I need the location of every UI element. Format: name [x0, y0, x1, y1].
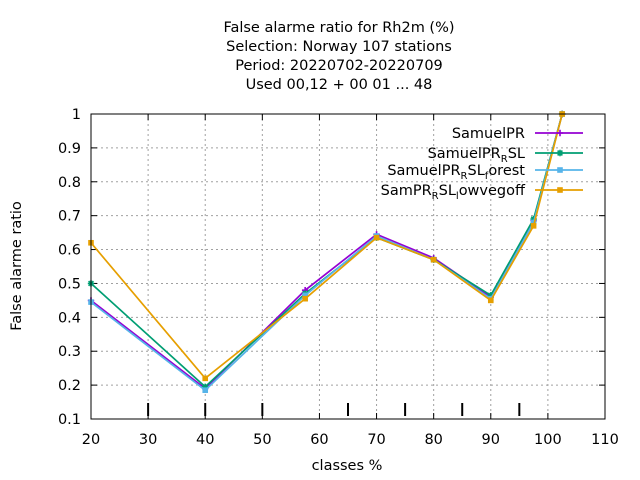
y-tick-label: 0.5 [58, 276, 81, 292]
series-point [202, 383, 209, 391]
x-tick-label: 20 [82, 432, 100, 448]
y-tick-label: 0.3 [58, 344, 81, 360]
series-point [556, 149, 564, 157]
legend-entry-2: SamuelPRRSL [428, 146, 583, 165]
y-tick-label: 0.7 [58, 209, 81, 225]
legend-label: SamPRRSLlowvegoff [381, 183, 526, 202]
title-line-1: False alarme ratio for Rh2m (%) [223, 20, 454, 36]
legend-label: SamuelPR [452, 126, 525, 142]
plot-frame [90, 113, 606, 420]
y-tick-label: 0.2 [58, 378, 81, 394]
x-tick-label: 80 [424, 432, 442, 448]
x-tick-label: 70 [367, 432, 385, 448]
series-line [90, 113, 564, 380]
series-point [556, 129, 564, 137]
legend-label: SamuelPRRSL [428, 146, 525, 165]
legend-label: SamuelPRRSLforest [387, 163, 525, 182]
x-tick-label: 30 [139, 432, 157, 448]
series-point [302, 292, 308, 299]
y-axis-ticks: 0.1 0.2 0.3 0.4 0.5 0.6 0.7 0.8 0.9 1 [58, 107, 605, 428]
y-tick-label: 0.1 [58, 412, 81, 428]
legend-entry-3: SamuelPRRSLforest [387, 163, 583, 182]
series [87, 110, 566, 393]
y-tick-label: 0.6 [58, 243, 81, 259]
title-line-3: Period: 20220702-20220709 [235, 58, 443, 74]
y-tick-label: 0.4 [58, 310, 81, 326]
grid [91, 114, 605, 419]
x-axis-ticks: 20 30 40 50 60 70 80 90 100 110 [82, 114, 619, 448]
series-point [557, 167, 563, 173]
x-tick-label: 100 [534, 432, 562, 448]
title-line-4: Used 00,12 + 00 01 ... 48 [246, 77, 433, 93]
x-tick-label: 40 [196, 432, 214, 448]
series-point [302, 295, 308, 302]
x-tick-label: 90 [482, 432, 500, 448]
class-markers [147, 403, 521, 416]
series-point [487, 292, 494, 299]
chart-title: False alarme ratio for Rh2m (%) Selectio… [223, 20, 454, 93]
series-point [373, 234, 380, 241]
x-tick-label: 50 [253, 432, 271, 448]
legend-entry-4: SamPRRSLlowvegoff [381, 183, 583, 202]
y-axis-label: False alarme ratio [9, 201, 25, 331]
title-line-2: Selection: Norway 107 stations [226, 39, 452, 55]
series-point [487, 297, 494, 304]
x-tick-label: 110 [591, 432, 619, 448]
y-tick-label: 0.8 [58, 175, 81, 191]
legend-entry-1: SamuelPR [452, 126, 583, 142]
series-point [202, 375, 209, 382]
x-axis-label: classes % [312, 458, 383, 474]
legend: SamuelPR SamuelPRRSLSamuelPRRSLforestSamP… [381, 126, 583, 202]
series-point [202, 387, 209, 393]
y-tick-label: 1 [72, 107, 81, 123]
series-point [530, 223, 537, 229]
y-tick-label: 0.9 [58, 141, 81, 157]
x-tick-label: 60 [310, 432, 328, 448]
series-point [430, 256, 437, 263]
series-point [557, 187, 563, 193]
